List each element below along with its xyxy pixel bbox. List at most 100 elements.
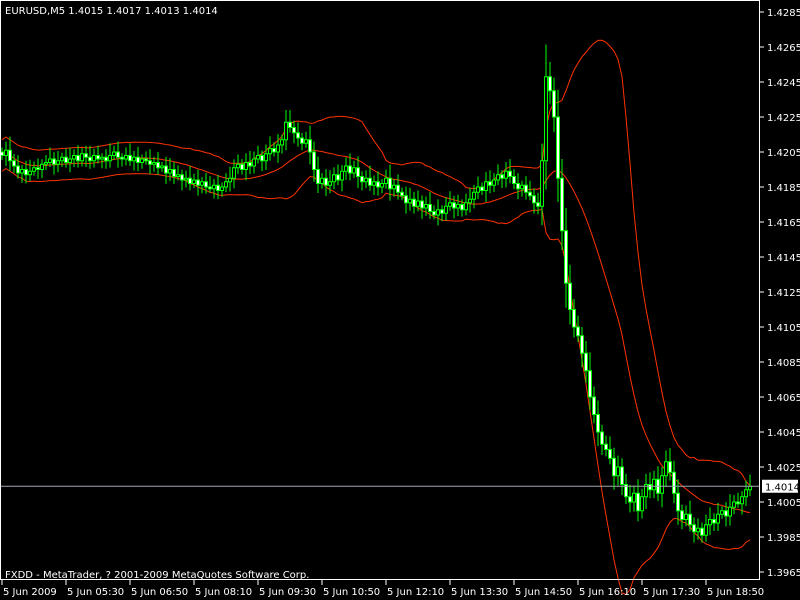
bear-candle — [180, 174, 184, 181]
bull-candle — [520, 184, 524, 190]
bear-candle — [368, 177, 372, 186]
bull-candle — [268, 148, 272, 155]
bull-candle — [408, 198, 412, 204]
bear-candle — [316, 169, 320, 184]
bull-candle — [392, 184, 396, 190]
bear-candle — [404, 195, 408, 204]
bear-candle — [144, 158, 148, 162]
bear-candle — [736, 501, 740, 505]
bear-candle — [116, 151, 120, 158]
bear-candle — [136, 156, 140, 163]
bear-candle — [528, 191, 532, 197]
bear-candle — [8, 149, 12, 162]
bull-candle — [112, 151, 116, 156]
bear-candle — [668, 461, 672, 473]
bull-candle — [304, 139, 308, 144]
bear-candle — [208, 186, 212, 190]
bull-candle — [684, 513, 688, 520]
bull-candle — [436, 209, 440, 216]
bull-candle — [468, 198, 472, 204]
x-tick-label: 5 Jun 2009 — [3, 587, 57, 598]
bear-candle — [724, 510, 728, 517]
bull-candle — [32, 167, 36, 172]
x-tick-label: 5 Jun 09:30 — [259, 587, 316, 598]
bull-candle — [124, 155, 128, 160]
bull-candle — [200, 181, 204, 186]
bear-candle — [324, 177, 328, 186]
bear-candle — [688, 513, 692, 526]
bear-candle — [592, 396, 596, 415]
bull-candle — [28, 170, 32, 176]
bull-candle — [748, 485, 752, 491]
x-tick-label: 5 Jun 18:50 — [707, 587, 764, 598]
price-axis[interactable]: 1.4285 1.4265 1.4245 1.4225 1.4205 1.4185 1.41… — [760, 8, 800, 579]
bull-candle — [80, 153, 84, 162]
bull-candle — [640, 496, 644, 512]
y-tick-label: 1.4225 — [767, 113, 800, 124]
bull-candle — [160, 165, 164, 169]
y-tick-label: 1.4125 — [767, 288, 800, 299]
bear-candle — [120, 156, 124, 160]
bear-candle — [440, 209, 444, 214]
bull-candle — [40, 163, 44, 170]
time-axis[interactable]: 5 Jun 2009 5 Jun 05:30 5 Jun 06:50 5 Jun 08… — [1, 580, 764, 598]
bull-candle — [740, 496, 744, 505]
bull-candle — [92, 155, 96, 162]
bear-candle — [608, 449, 612, 459]
bull-candle — [212, 184, 216, 190]
bear-candle — [548, 76, 552, 92]
bear-candle — [692, 524, 696, 533]
bear-candle — [648, 484, 652, 491]
y-tick-label: 1.4265 — [767, 43, 800, 54]
bull-candle — [256, 155, 260, 160]
bull-candle — [632, 492, 636, 503]
bull-candle — [20, 169, 24, 174]
bull-candle — [352, 167, 356, 174]
bear-candle — [36, 167, 40, 170]
bear-candle — [576, 326, 580, 337]
bear-candle — [196, 179, 200, 186]
bull-candle — [168, 169, 172, 174]
bull-candle — [228, 177, 232, 183]
bear-candle — [596, 414, 600, 433]
copyright-text: FXDD - MetaTrader, ? 2001-2009 MetaQuote… — [5, 570, 309, 581]
bull-candle — [456, 204, 460, 209]
bear-candle — [600, 431, 604, 445]
bear-candle — [508, 170, 512, 177]
bear-candle — [712, 519, 716, 524]
bull-candle — [236, 163, 240, 169]
bull-candle — [344, 165, 348, 172]
bull-candle — [108, 155, 112, 162]
x-tick-label: 5 Jun 12:10 — [387, 587, 444, 598]
bear-candle — [432, 211, 436, 216]
bear-candle — [296, 132, 300, 139]
x-tick-label: 5 Jun 10:50 — [323, 587, 380, 598]
bull-candle — [220, 186, 224, 191]
bull-candle — [720, 510, 724, 515]
bull-candle — [60, 156, 64, 162]
current-price-box — [762, 479, 798, 493]
bear-candle — [76, 155, 80, 162]
bear-candle — [188, 177, 192, 184]
bear-candle — [584, 352, 588, 372]
bear-candle — [460, 204, 464, 211]
bear-candle — [12, 160, 16, 167]
bull-candle — [540, 160, 544, 207]
bear-candle — [568, 282, 572, 310]
bear-candle — [516, 183, 520, 190]
bear-candle — [248, 162, 252, 167]
bull-candle — [496, 174, 500, 181]
bull-candle — [4, 149, 8, 156]
bull-candle — [340, 170, 344, 181]
bear-candle — [16, 165, 20, 174]
bull-candle — [444, 205, 448, 214]
bull-candle — [664, 461, 668, 477]
bear-candle — [628, 496, 632, 503]
y-tick-label: 1.4185 — [767, 183, 800, 194]
bull-candle — [732, 501, 736, 508]
bear-candle — [96, 155, 100, 160]
bear-candle — [676, 492, 680, 512]
bull-candle — [252, 158, 256, 167]
y-tick-label: 1.4245 — [767, 78, 800, 89]
